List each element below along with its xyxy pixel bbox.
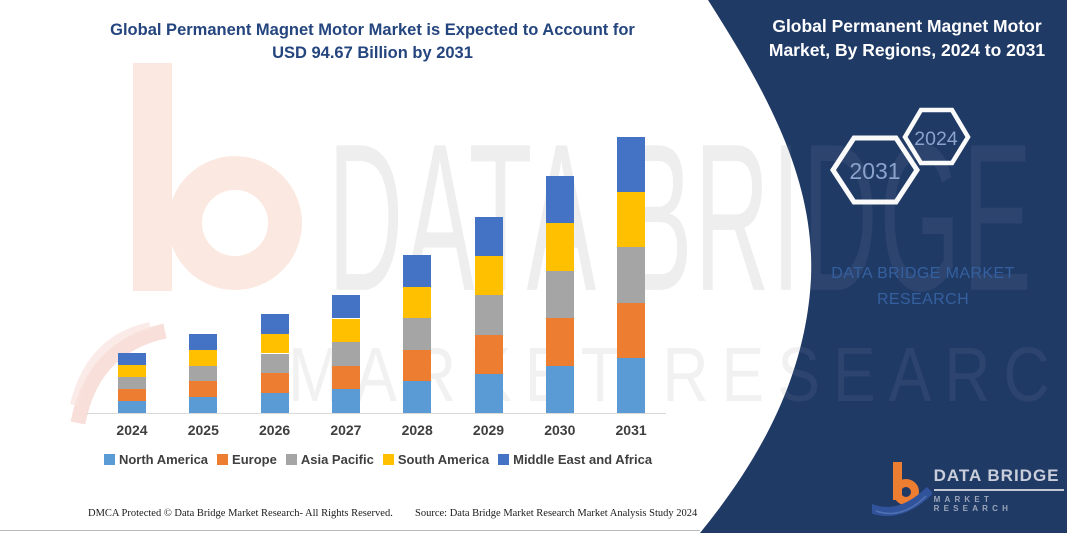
bar-segment-2030-asia-pacific [545, 270, 574, 319]
bar-segment-2028-asia-pacific [403, 318, 432, 350]
bar-segment-2026-europe [260, 373, 289, 394]
legend-label: South America [397, 452, 490, 467]
logo-sub-label: MARKET RESEARCH [933, 494, 1013, 513]
bar-segment-2027-south-america [331, 318, 360, 343]
bar-segment-2025-europe [189, 381, 218, 398]
x-axis-label: 2028 [401, 422, 433, 438]
chart-title-line-2: USD 94.67 Billion by 2031 [272, 44, 473, 62]
bar-segment-2030-middle-east-and-africa [545, 175, 574, 224]
legend-label: Asia Pacific [300, 452, 374, 467]
legend-swatch-icon [382, 454, 394, 465]
hexagon-2024-icon [902, 107, 971, 166]
x-axis-line [86, 413, 666, 414]
copyright-text: DMCA Protected © Data Bridge Market Rese… [88, 508, 393, 519]
bar-segment-2028-middle-east-and-africa [403, 255, 432, 287]
bar-segment-2025-middle-east-and-africa [189, 334, 218, 350]
bar-segment-2031-north-america [617, 357, 646, 413]
x-axis-label: 2027 [330, 422, 362, 438]
bar-segment-2031-middle-east-and-africa [617, 137, 646, 193]
bar-segment-2031-asia-pacific [617, 247, 646, 303]
bar-segment-2028-north-america [403, 381, 432, 413]
x-axis-label: 2024 [116, 422, 148, 438]
bar-segment-2026-south-america [260, 333, 289, 354]
x-axis-label: 2026 [259, 422, 291, 438]
bar-segment-2029-asia-pacific [474, 295, 503, 335]
legend-swatch-icon [217, 454, 229, 465]
bar-segment-2028-europe [403, 349, 432, 382]
bar-segment-2025-north-america [189, 397, 218, 413]
hexagon-2031-label: 2031 [849, 158, 900, 184]
bar-segment-2024-europe [118, 389, 146, 401]
bar-segment-2031-europe [617, 302, 646, 358]
bar-segment-2029-north-america [474, 373, 503, 413]
chart-legend: North America Europe Asia Pacific South Ame… [84, 452, 672, 467]
x-axis-label: 2030 [544, 422, 576, 438]
legend-item-middle-east-and-africa: Middle East and Africa [498, 452, 652, 467]
x-axis-label: 2029 [472, 422, 505, 438]
hexagon-2024-label: 2024 [914, 128, 958, 150]
bar-segment-2024-south-america [118, 364, 146, 377]
brand-line-2: RESEARCH [876, 291, 970, 308]
legend-label: North America [118, 452, 209, 467]
bar-segment-2026-asia-pacific [260, 353, 289, 374]
bar-segment-2024-asia-pacific [118, 377, 146, 389]
x-axis-label: 2025 [187, 422, 219, 438]
x-axis-label: 2031 [615, 422, 647, 438]
data-bridge-b-watermark-icon [70, 63, 302, 425]
legend-label: Europe [232, 452, 277, 467]
legend-label: Middle East and Africa [513, 452, 653, 467]
bar-segment-2025-south-america [189, 349, 218, 366]
source-text: Source: Data Bridge Market Research Mark… [415, 508, 698, 519]
bar-segment-2027-north-america [331, 389, 360, 413]
bar-segment-2026-middle-east-and-africa [260, 313, 289, 334]
bar-segment-2030-europe [545, 318, 574, 366]
bar-segment-2027-asia-pacific [331, 342, 360, 366]
bar-segment-2024-north-america [118, 401, 146, 413]
hexagon-2031-icon [830, 135, 920, 205]
bar-segment-2029-middle-east-and-africa [474, 217, 503, 257]
legend-item-asia-pacific: Asia Pacific [285, 452, 374, 467]
bar-segment-2025-asia-pacific [189, 365, 218, 382]
data-bridge-b-icon [872, 462, 932, 516]
legend-item-north-america: North America [103, 452, 209, 467]
brand-wordmark: DATA BRIDGE MARKET RESEARCH [790, 261, 1056, 313]
panel-title: Global Permanent Magnet Motor Market, By… [768, 16, 1046, 60]
bar-segment-2027-europe [331, 365, 360, 390]
chart-title-line-1: Global Permanent Magnet Motor Market is … [110, 21, 635, 39]
legend-swatch-icon [285, 454, 297, 465]
bar-segment-2029-south-america [474, 256, 503, 296]
bar-segment-2028-south-america [403, 286, 432, 319]
bar-segment-2026-north-america [260, 393, 289, 413]
bar-segment-2030-south-america [545, 223, 574, 271]
legend-item-south-america: South America [382, 452, 490, 467]
data-bridge-logo: DATA BRIDGE MARKET RESEARCH [872, 456, 1064, 522]
logo-name-label: DATA BRIDGE [933, 466, 1064, 491]
legend-swatch-icon [498, 454, 510, 465]
brand-line-1: DATA BRIDGE MARKET [831, 265, 1015, 282]
year-hexagons: 2031 2024 [830, 107, 971, 205]
bar-segment-2030-north-america [545, 365, 574, 413]
bar-segment-2031-south-america [617, 192, 646, 248]
bottom-edge-line [0, 530, 700, 531]
legend-swatch-icon [103, 454, 115, 465]
legend-item-europe: Europe [217, 452, 277, 467]
bar-segment-2029-europe [474, 334, 503, 374]
bar-segment-2024-middle-east-and-africa [118, 352, 146, 365]
bar-segment-2027-middle-east-and-africa [331, 294, 360, 319]
chart-title: Global Permanent Magnet Motor Market is … [60, 19, 685, 65]
